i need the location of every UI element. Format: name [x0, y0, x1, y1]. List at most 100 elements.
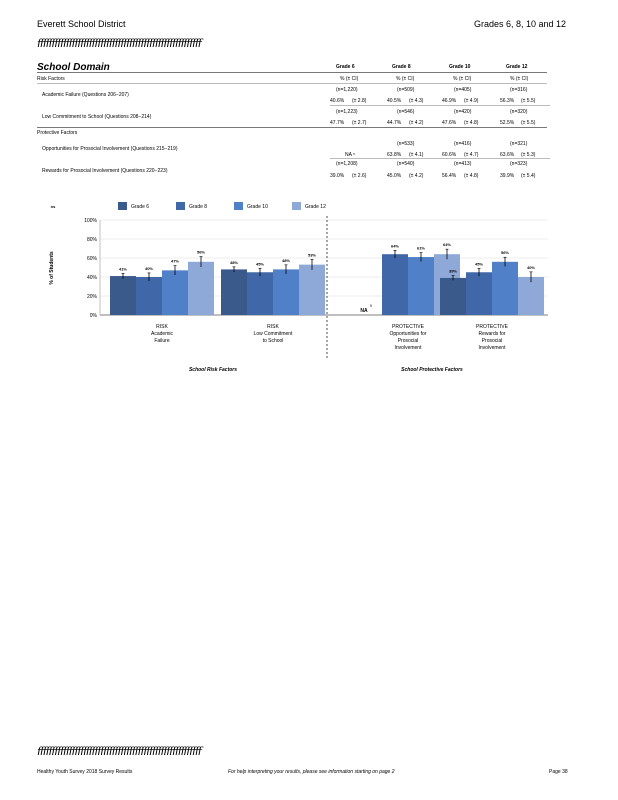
ci-header: % (± CI): [453, 76, 472, 82]
legend-title: ns: [51, 204, 56, 209]
ci-header: % (± CI): [340, 76, 359, 82]
n-value: (n=1,208): [336, 161, 358, 167]
n-value: (n=413): [454, 161, 472, 167]
n-value: (n=420): [454, 109, 472, 115]
n-value: (n=323): [510, 161, 528, 167]
y-tick-label: 80%: [87, 237, 98, 243]
bar: [110, 276, 136, 315]
category-label: Involvement: [479, 345, 507, 351]
data-label: 40%: [145, 266, 153, 271]
ci-value: (± 5.4): [521, 173, 536, 179]
ci-value: (± 2.6): [352, 173, 367, 179]
percent-value: 39.0%: [330, 173, 345, 179]
percent-value: 44.7%: [387, 120, 402, 126]
group-label-risk: School Risk Factors: [189, 367, 237, 373]
row-label: Rewards for Prosocial Involvement (Quest…: [42, 168, 168, 174]
n-value: (n=1,220): [336, 87, 358, 93]
n-value: (n=546): [397, 109, 415, 115]
group-label-risk: Risk Factors: [37, 76, 65, 82]
category-label: RISK: [156, 324, 168, 330]
legend-label: Grade 8: [189, 204, 207, 210]
ci-value: (± 4.7): [464, 152, 479, 158]
n-value: (n=321): [510, 141, 528, 147]
n-value: (n=540): [397, 161, 415, 167]
category-label: Opportunities for: [390, 331, 427, 337]
ci-header: % (± CI): [396, 76, 415, 82]
n-value: (n=316): [510, 87, 528, 93]
category-label: Involvement: [395, 345, 423, 351]
table-header-rule: [37, 72, 547, 73]
ci-value: (± 4.9): [464, 98, 479, 104]
legend-swatch: [292, 202, 301, 210]
percent-value: 63.8%: [387, 152, 402, 158]
row-rule: [37, 83, 547, 84]
bar: [466, 272, 492, 315]
page-number: Page 38: [549, 769, 568, 775]
group-label-protective: School Protective Factors: [401, 367, 463, 373]
category-label: Prosocial: [482, 338, 503, 344]
ci-value: (± 5.5): [521, 98, 536, 104]
footer-survey-name: Healthy Youth Survey 2018 Survey Results: [37, 769, 133, 775]
grade-header: Grade 8: [392, 64, 411, 70]
category-label: Prosocial: [398, 338, 419, 344]
ci-value: (± 5.3): [521, 152, 536, 158]
percent-value: 45.0%: [387, 173, 402, 179]
data-label: 41%: [119, 266, 127, 271]
data-label: 40%: [527, 265, 535, 270]
bar: [492, 261, 518, 315]
ci-value: (± 4.1): [409, 152, 424, 158]
bar: [299, 264, 325, 315]
legend-swatch: [234, 202, 243, 210]
category-label: Rewards for: [479, 331, 506, 337]
bar: [518, 277, 544, 315]
percent-value: 60.6%: [442, 152, 457, 158]
bar-chart: 0% 20% 40% 60% 80% 100% % of Students ns Grade 6…: [49, 202, 548, 373]
grades-label: Grades 6, 8, 10 and 12: [474, 19, 567, 29]
ci-value: (± 4.8): [464, 120, 479, 126]
percent-value: 40.5%: [387, 98, 402, 104]
footer-help-text: For help interpreting your results, plea…: [228, 769, 395, 775]
row-label: Academic Failure (Questions 206−207): [42, 92, 129, 98]
legend-swatch: [118, 202, 127, 210]
grade-header: Grade 10: [449, 64, 471, 70]
n-value: (n=320): [510, 109, 528, 115]
percent-value: 56.3%: [500, 98, 515, 104]
na-superscript: 5: [370, 304, 372, 308]
data-label: 47%: [171, 259, 179, 264]
legend-label: Grade 6: [131, 204, 149, 210]
percent-value: 47.7%: [330, 120, 345, 126]
row-rule: [330, 105, 550, 106]
grade-header: Grade 12: [506, 64, 528, 70]
data-label: 56%: [501, 250, 509, 255]
n-value: (n=416): [454, 141, 472, 147]
bar: [273, 269, 299, 315]
na-label: NA: [360, 308, 368, 314]
data-label: 64%: [443, 242, 451, 247]
n-value: (n=405): [454, 87, 472, 93]
group-label-protective: Protective Factors: [37, 130, 78, 136]
percent-value: NA ⁵: [345, 152, 356, 158]
category-label: PROTECTIVE: [476, 324, 509, 330]
ci-value: (± 4.2): [409, 173, 424, 179]
grade-header: Grade 6: [336, 64, 355, 70]
district-name: Everett School District: [37, 19, 126, 29]
data-label: 56%: [197, 250, 205, 255]
ci-header: % (± CI): [510, 76, 529, 82]
bar: [221, 269, 247, 315]
legend-label: Grade 12: [305, 204, 326, 210]
data-label: 45%: [475, 261, 483, 266]
bar: [136, 277, 162, 315]
ci-value: (± 4.8): [464, 173, 479, 179]
data-label: 61%: [417, 246, 425, 251]
ci-value: (± 2.8): [352, 98, 367, 104]
bar: [247, 272, 273, 315]
category-label: to School: [263, 338, 284, 344]
data-label: 64%: [391, 243, 399, 248]
y-tick-label: 20%: [87, 294, 98, 300]
data-label: 48%: [282, 258, 290, 263]
y-axis-label: % of Students: [49, 251, 55, 285]
percent-value: 40.6%: [330, 98, 345, 104]
bar: [188, 261, 214, 315]
ci-value: (± 2.7): [352, 120, 367, 126]
bar: [440, 277, 466, 315]
